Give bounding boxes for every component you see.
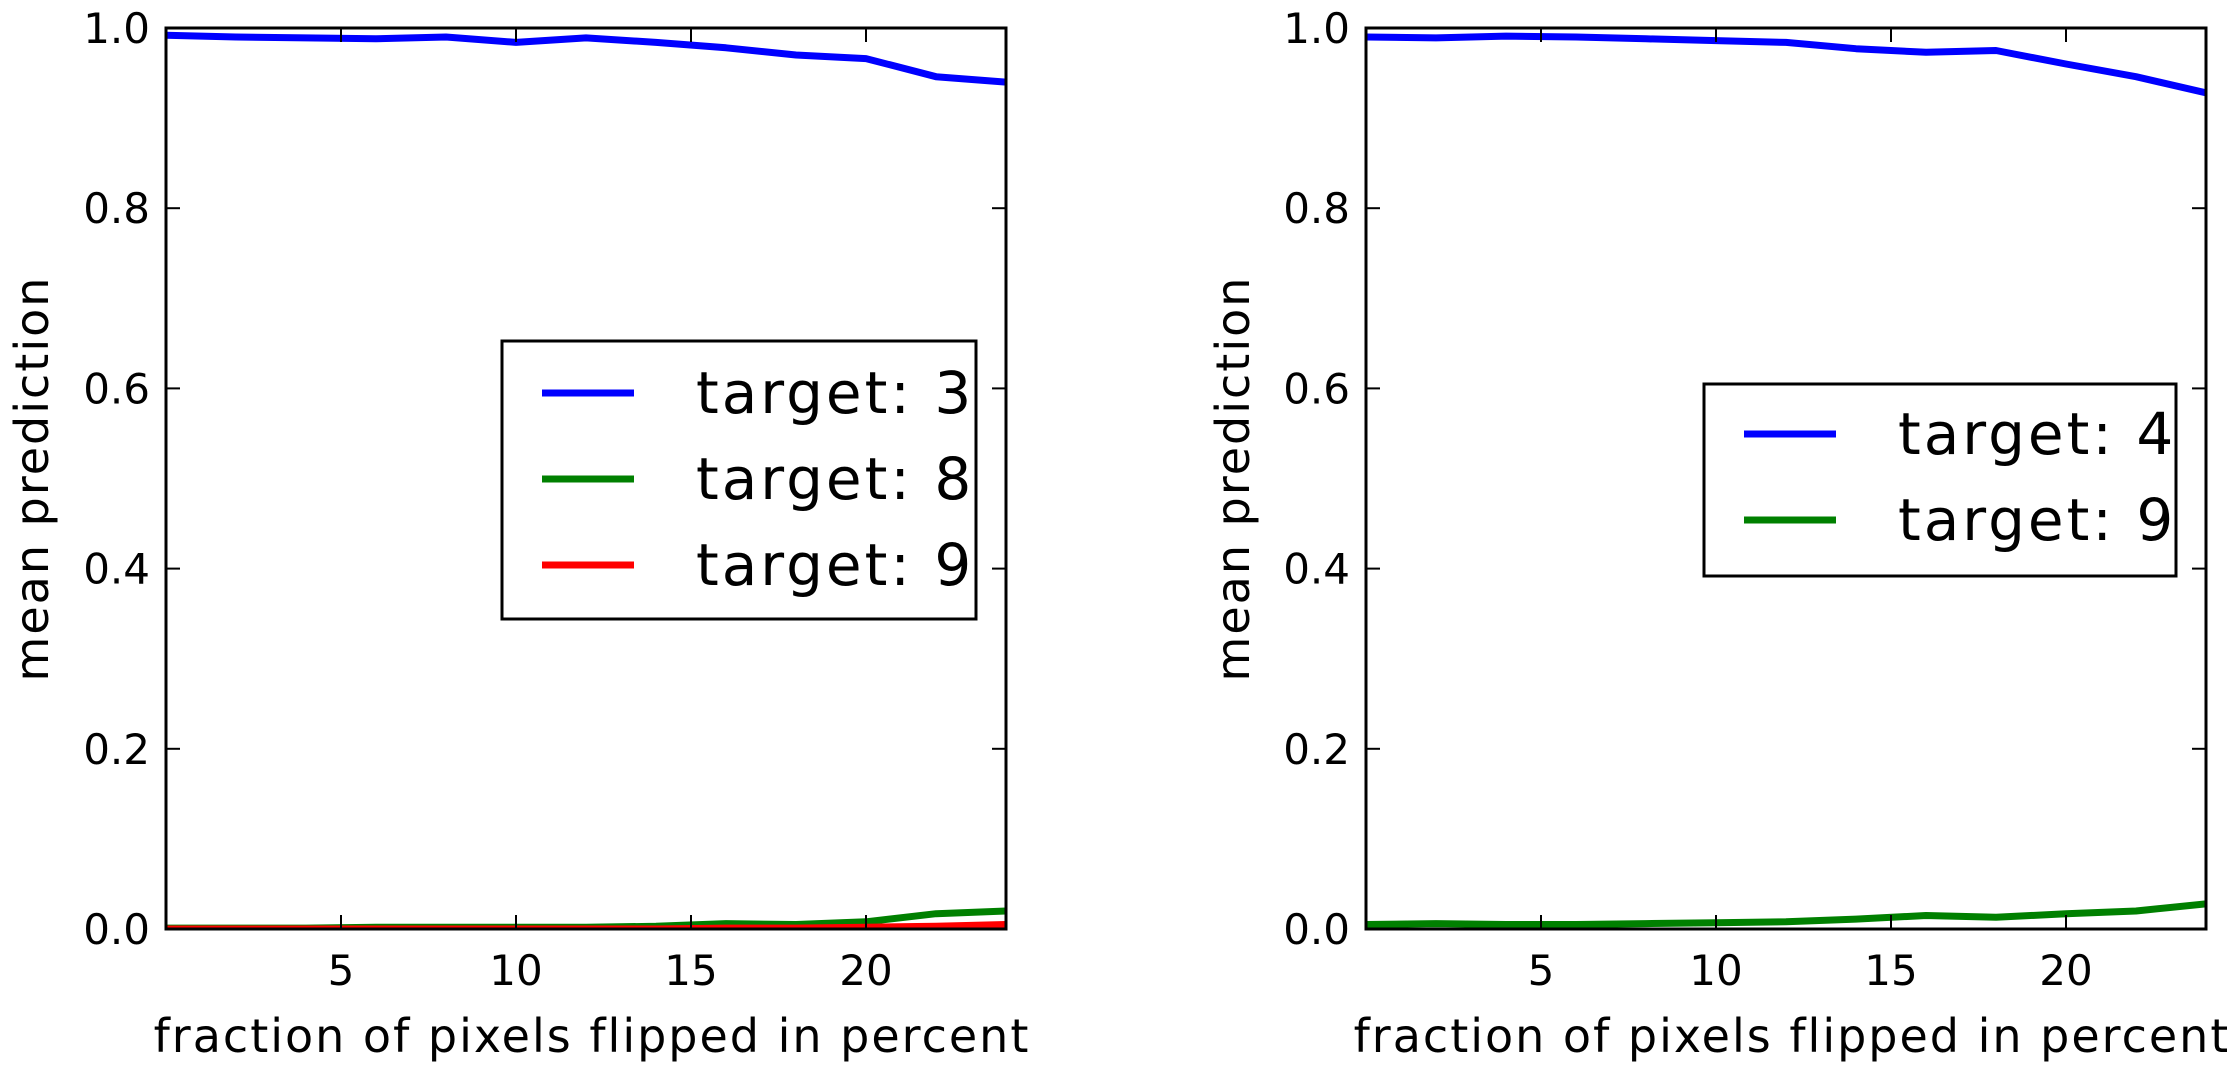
y-tick-label: 0.8	[83, 184, 150, 233]
y-tick-label: 0.6	[83, 364, 150, 413]
x-axis-label: fraction of pixels flipped in percent	[1354, 1009, 2227, 1063]
y-axis-label: mean prediction	[1206, 276, 1260, 682]
y-tick-label: 0.4	[1283, 545, 1350, 594]
legend-label: target: 3	[696, 359, 974, 427]
y-tick-label: 0.8	[1283, 184, 1350, 233]
y-tick-label: 0.0	[83, 905, 150, 954]
x-tick-label: 10	[489, 946, 542, 995]
y-tick-label: 0.2	[1283, 725, 1350, 774]
x-tick-label: 20	[2039, 946, 2092, 995]
chart-panel-right: 0.0 0.2 0.4 0.6 0.8 1.0 5 10 15 20 fraction of pix…	[1206, 4, 2227, 1063]
series-line-target-3	[166, 31, 1006, 86]
y-axis-label: mean prediction	[5, 276, 59, 682]
plot-frame	[164, 26, 1008, 931]
plot-frame	[1364, 26, 2208, 931]
x-tick-label: 10	[1689, 946, 1742, 995]
chart-panel-left: 0.0 0.2 0.4 0.6 0.8 1.0 5 10 15 20 fraction of pix…	[5, 4, 1031, 1063]
x-tick-label: 5	[1528, 946, 1555, 995]
legend: target: 4 target: 9	[1702, 382, 2178, 578]
y-tick-label: 0.0	[1283, 905, 1350, 954]
y-tick-label: 0.6	[1283, 364, 1350, 413]
legend-label: target: 9	[696, 531, 974, 599]
legend-box	[1702, 382, 2178, 578]
series-line-target-9	[1366, 900, 2206, 928]
legend-label: target: 9	[1898, 486, 2176, 554]
y-tick-label: 1.0	[1283, 4, 1350, 53]
y-tick-label: 0.4	[83, 545, 150, 594]
x-tick-label: 5	[328, 946, 355, 995]
legend-label: target: 4	[1898, 400, 2176, 468]
series-lines	[1366, 32, 2206, 928]
series-line-target-4	[1366, 32, 2206, 97]
x-tick-label: 15	[664, 946, 717, 995]
legend-label: target: 8	[696, 445, 974, 513]
y-tick-label: 0.2	[83, 725, 150, 774]
y-tick-label: 1.0	[83, 4, 150, 53]
x-tick-label: 20	[839, 946, 892, 995]
legend: target: 3 target: 8 target: 9	[500, 339, 978, 621]
x-tick-label: 15	[1864, 946, 1917, 995]
x-axis-label: fraction of pixels flipped in percent	[154, 1009, 1031, 1063]
